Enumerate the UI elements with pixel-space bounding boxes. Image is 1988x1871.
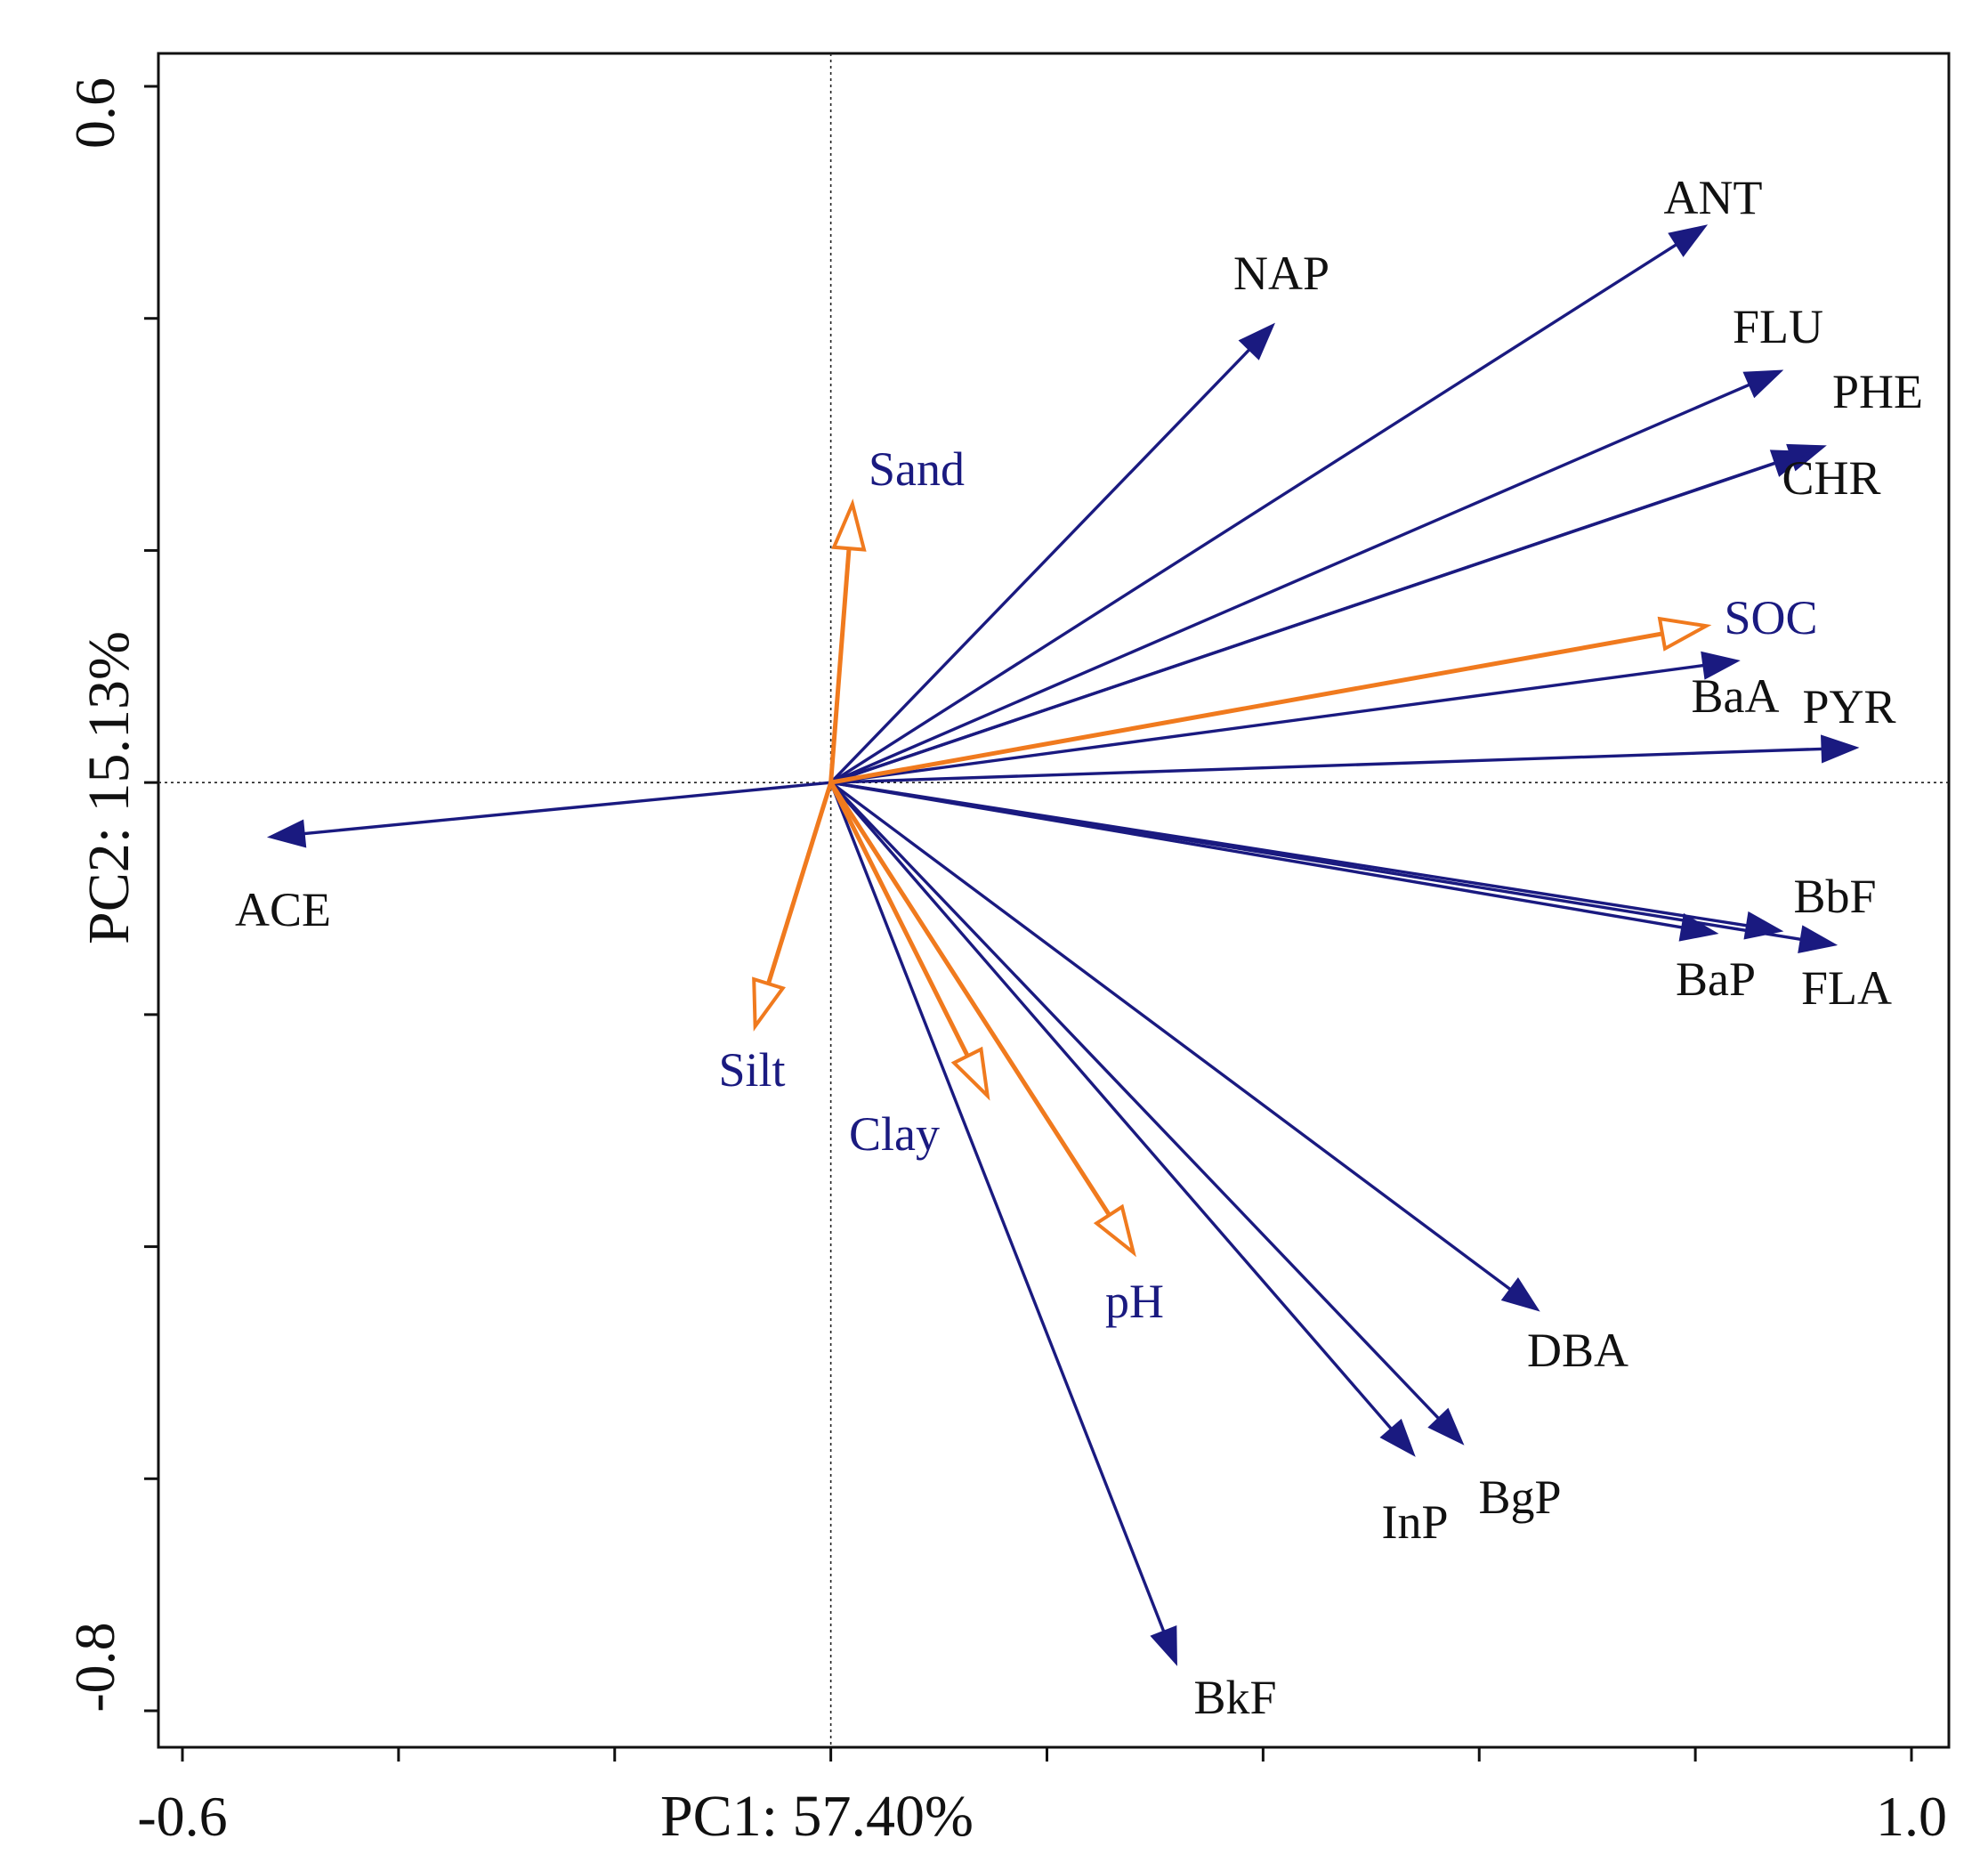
arrowhead-bkf bbox=[1150, 1625, 1177, 1666]
axis-text: -0.6 1.0 PC1: 57.40% 0.6 -0.8 PC2: 15.13… bbox=[63, 77, 1947, 1849]
arrowhead-baa bbox=[1701, 651, 1741, 680]
label-sand: Sand bbox=[869, 442, 965, 496]
arrowhead-ph bbox=[1093, 1203, 1136, 1258]
vector-shaft-baa bbox=[830, 663, 1704, 784]
axis-ticks bbox=[144, 85, 1913, 1762]
vector-shaft-clay bbox=[828, 782, 970, 1057]
vector-shaft-nap bbox=[829, 348, 1250, 784]
label-dba: DBA bbox=[1527, 1324, 1628, 1377]
label-flu: FLU bbox=[1733, 300, 1823, 353]
arrowhead-sand bbox=[831, 498, 867, 552]
label-baa: BaA bbox=[1692, 669, 1780, 723]
vector-shaft-inp bbox=[829, 782, 1393, 1430]
arrowhead-clay bbox=[950, 1046, 990, 1101]
y-tick-label-max: 0.6 bbox=[63, 77, 126, 149]
vector-shaft-ph bbox=[828, 781, 1111, 1217]
vector-shaft-flu bbox=[829, 383, 1750, 784]
label-inp: InP bbox=[1381, 1495, 1448, 1549]
label-pyr: PYR bbox=[1802, 680, 1895, 733]
arrowhead-flu bbox=[1742, 369, 1784, 399]
vector-inp bbox=[829, 782, 1416, 1457]
vector-flu bbox=[829, 369, 1784, 784]
vector-chr bbox=[830, 450, 1811, 784]
label-nap: NAP bbox=[1233, 247, 1329, 300]
label-fla: FLA bbox=[1801, 961, 1892, 1015]
vector-pyr bbox=[830, 734, 1860, 784]
y-axis-label: PC2: 15.13% bbox=[77, 631, 141, 944]
arrowhead-ant bbox=[1668, 224, 1709, 257]
vector-silt bbox=[752, 782, 834, 1032]
vector-soc bbox=[830, 616, 1712, 785]
vector-clay bbox=[828, 782, 990, 1101]
arrowhead-bap bbox=[1678, 912, 1719, 942]
x-axis-label: PC1: 57.40% bbox=[660, 1784, 974, 1849]
vector-shaft-dba bbox=[829, 781, 1511, 1291]
arrowhead-chr bbox=[1769, 450, 1811, 477]
plot-border bbox=[157, 52, 1951, 1749]
label-clay: Clay bbox=[849, 1107, 940, 1161]
y-tick-label-min: -0.8 bbox=[63, 1622, 126, 1712]
arrowhead-bgp bbox=[1427, 1407, 1465, 1446]
vector-ant bbox=[829, 224, 1709, 784]
vector-bgp bbox=[829, 781, 1465, 1446]
arrowhead-nap bbox=[1238, 322, 1275, 360]
vector-shaft-bgp bbox=[829, 781, 1440, 1420]
x-tick-label-max: 1.0 bbox=[1876, 1785, 1947, 1848]
label-bap: BaP bbox=[1676, 952, 1756, 1006]
plot-frame bbox=[157, 52, 1951, 1749]
arrowhead-fla bbox=[1798, 925, 1838, 954]
vector-shaft-sand bbox=[828, 547, 852, 783]
arrowhead-inp bbox=[1379, 1418, 1416, 1457]
label-silt: Silt bbox=[718, 1043, 785, 1097]
vectors bbox=[266, 224, 1860, 1666]
arrowhead-ace bbox=[266, 819, 307, 848]
label-ace: ACE bbox=[235, 883, 331, 936]
label-bbf: BbF bbox=[1793, 870, 1876, 923]
vector-dba bbox=[829, 781, 1540, 1312]
vector-baa bbox=[830, 651, 1741, 784]
label-bgp: BgP bbox=[1478, 1470, 1561, 1524]
label-bkf: BkF bbox=[1193, 1671, 1276, 1724]
vector-shaft-chr bbox=[830, 461, 1776, 784]
vector-ace bbox=[266, 781, 831, 848]
arrowhead-dba bbox=[1500, 1276, 1540, 1312]
vector-shaft-ace bbox=[303, 781, 831, 836]
label-ant: ANT bbox=[1664, 171, 1763, 224]
vector-shaft-bap bbox=[830, 781, 1683, 929]
reference-lines bbox=[158, 53, 1949, 1747]
vector-shaft-pyr bbox=[830, 747, 1822, 784]
vector-shaft-soc bbox=[830, 631, 1663, 785]
vector-ph bbox=[828, 781, 1136, 1258]
vector-bkf bbox=[829, 782, 1177, 1666]
vector-sand bbox=[828, 498, 867, 783]
arrowhead-soc bbox=[1657, 616, 1712, 652]
vector-nap bbox=[829, 322, 1275, 784]
vector-shaft-ant bbox=[829, 243, 1677, 784]
vector-shaft-bkf bbox=[829, 782, 1166, 1632]
arrowhead-pyr bbox=[1821, 734, 1860, 764]
x-tick-label-min: -0.6 bbox=[137, 1785, 227, 1848]
label-phe: PHE bbox=[1832, 365, 1923, 418]
label-ph: pH bbox=[1105, 1275, 1164, 1328]
label-soc: SOC bbox=[1724, 591, 1817, 644]
vector-bap bbox=[830, 781, 1719, 942]
vector-shaft-silt bbox=[766, 782, 834, 984]
label-chr: CHR bbox=[1782, 451, 1880, 505]
arrowhead-silt bbox=[752, 976, 786, 1032]
